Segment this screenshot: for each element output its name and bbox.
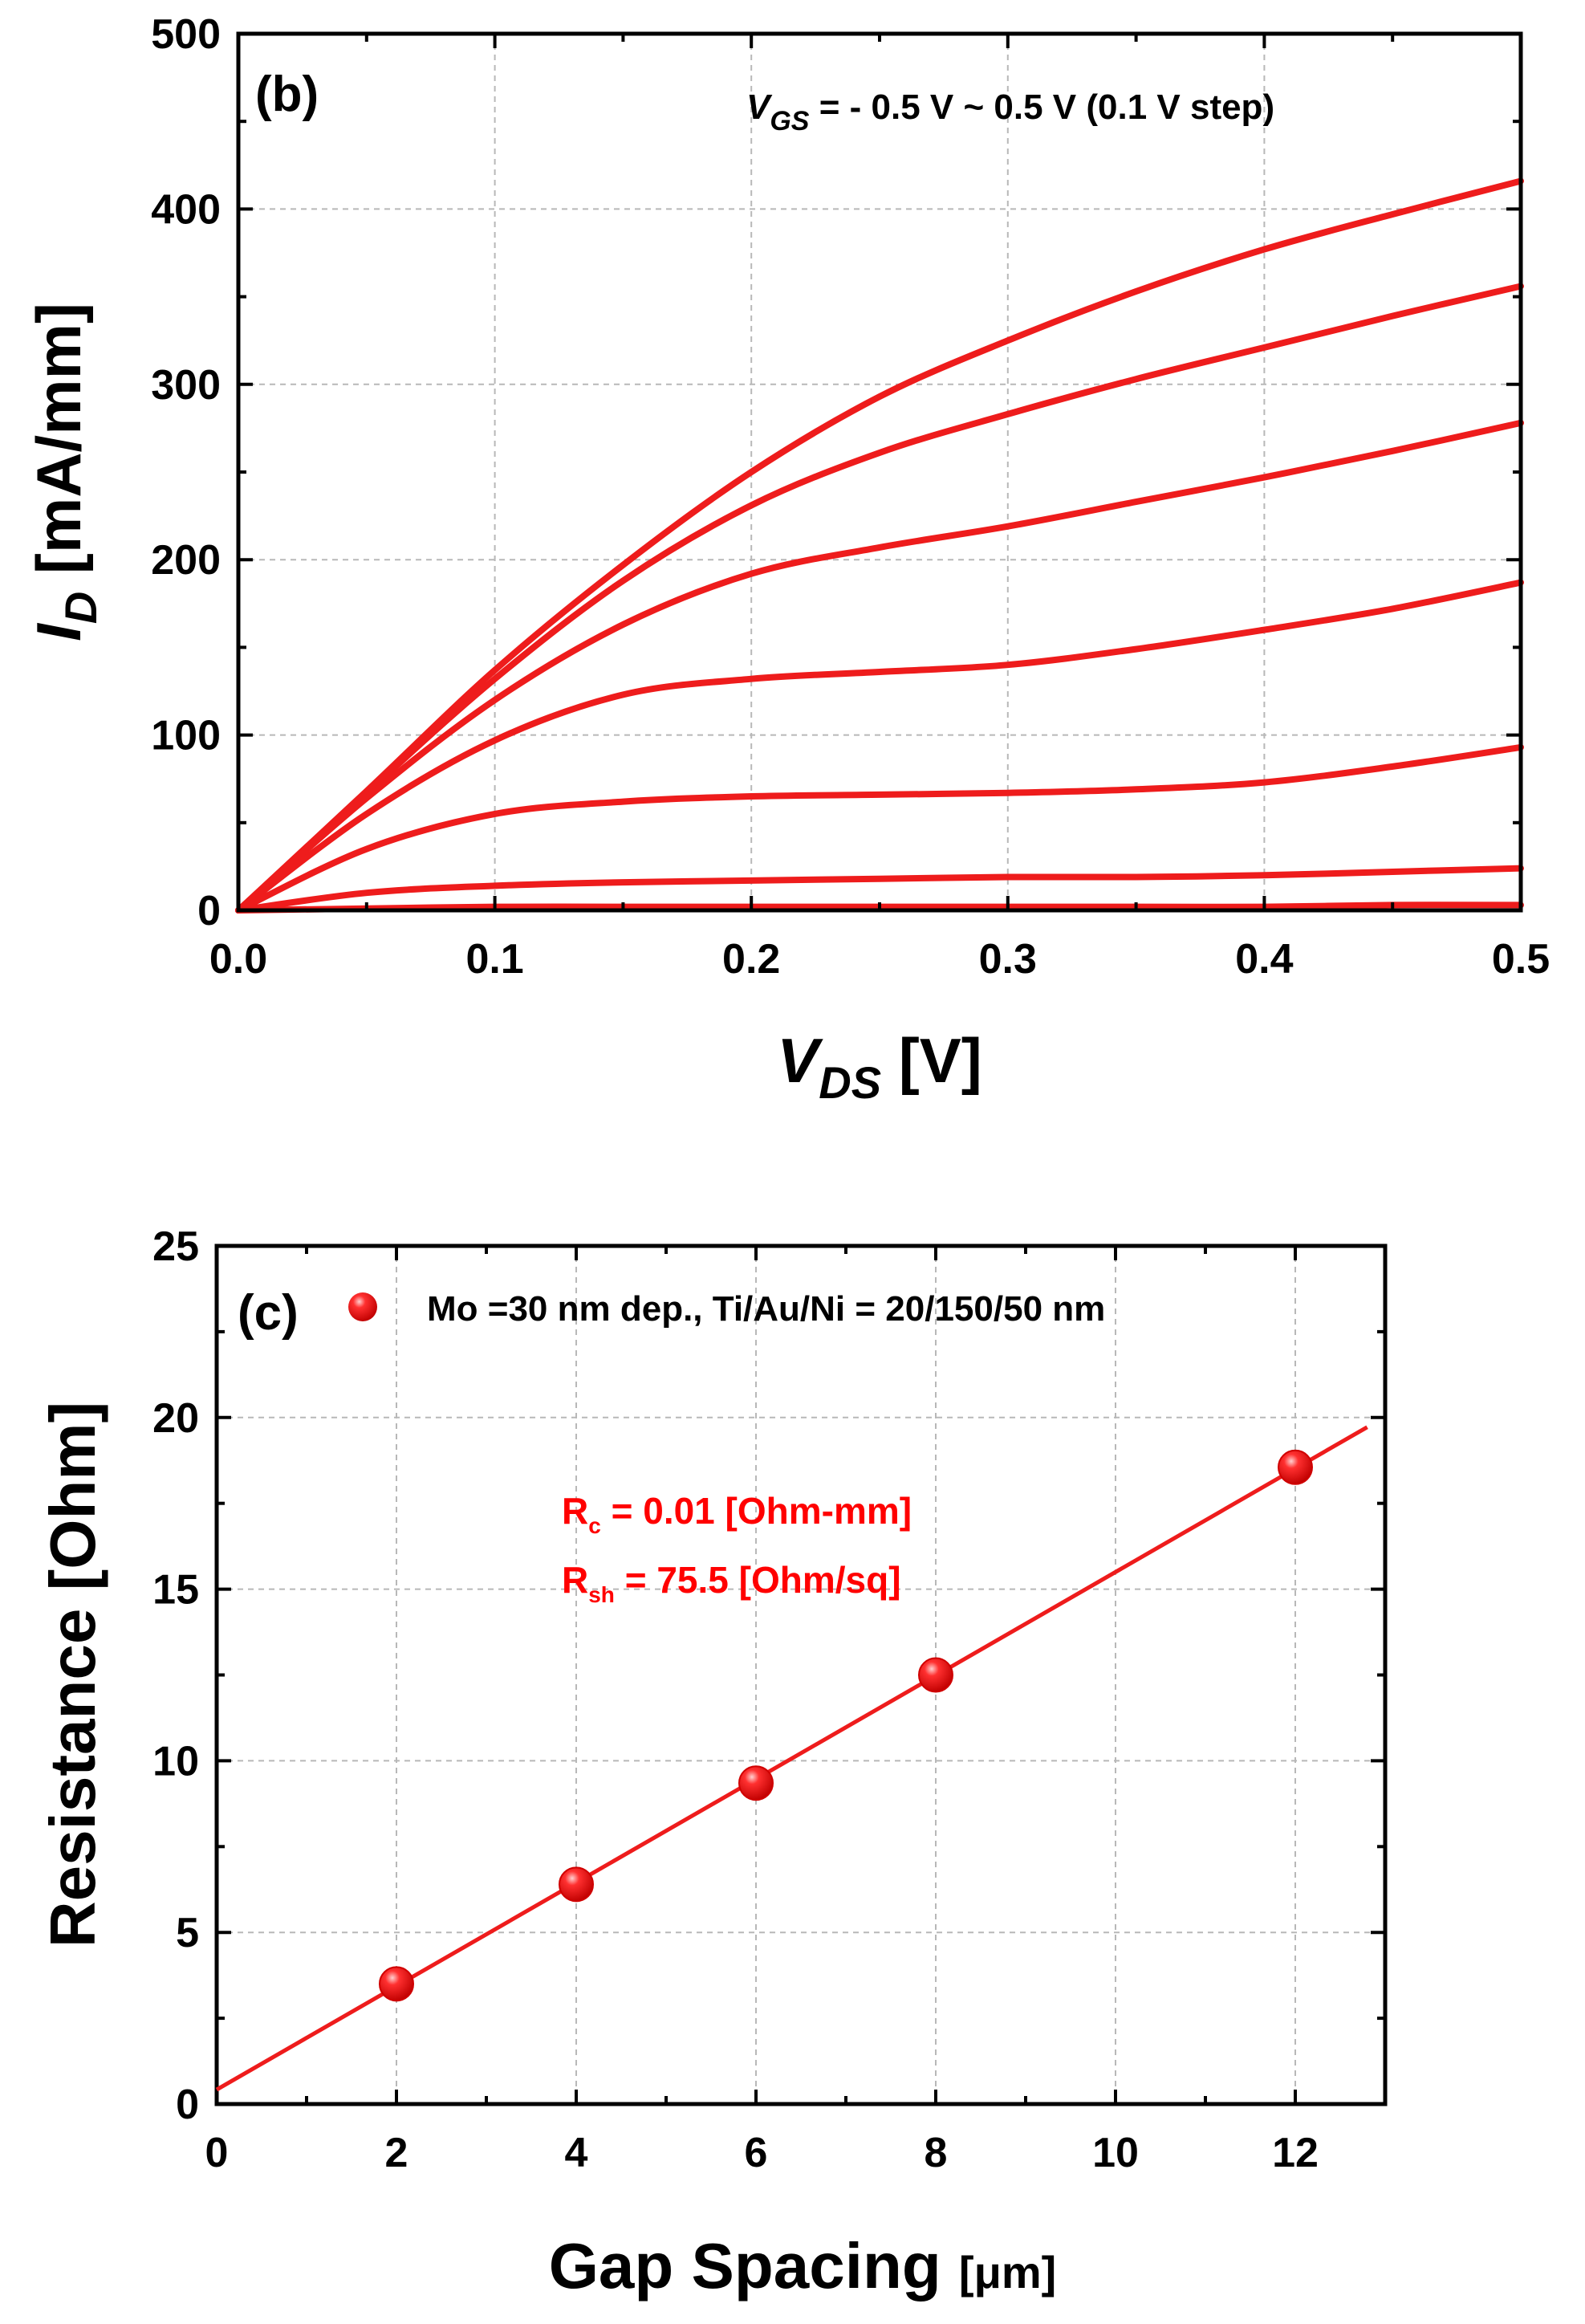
- rc-subscript: c: [588, 1513, 601, 1538]
- panel-c-y-axis-title: Resistance [Ohm]: [37, 1402, 108, 1948]
- c-x-tick-label: 10: [1092, 2130, 1139, 2176]
- c-y-tick-label: 0: [176, 2082, 199, 2128]
- c-x-tick-label: 12: [1272, 2130, 1319, 2176]
- panel-c-ticks: [215, 1244, 1385, 2106]
- b-series-line-2: [235, 419, 1524, 914]
- vgs-range-text: = - 0.5 V ~ 0.5 V (0.1 V step): [809, 88, 1274, 127]
- panel-c-rsh-annotation: Rsh = 75.5 [Ohm/sq]: [562, 1559, 901, 1607]
- vgs-subscript: GS: [770, 106, 809, 136]
- b-y-tick-label: 400: [151, 186, 221, 233]
- vds-symbol: V: [777, 1025, 823, 1096]
- b-x-tick-label: 0.2: [722, 936, 780, 983]
- b-series-line-5: [235, 865, 1524, 914]
- rsh-value: = 75.5 [Ohm/sq]: [615, 1559, 901, 1601]
- rc-value: = 0.01 [Ohm-mm]: [601, 1490, 912, 1532]
- b-x-tick-label: 0.4: [1235, 936, 1293, 983]
- c-y-tick-label: 20: [152, 1395, 199, 1442]
- b-series-line-4: [235, 743, 1524, 914]
- rsh-symbol: R: [562, 1559, 588, 1601]
- panel-b-grid: [238, 34, 1521, 910]
- c-data-point: [559, 1866, 594, 1903]
- b-series-line-1: [235, 283, 1524, 914]
- c-x-tick-label: 6: [745, 2130, 768, 2176]
- panel-b-plot-frame: [236, 31, 1523, 913]
- b-y-tick-label: 200: [151, 537, 221, 584]
- panel-c-label: (c): [238, 1285, 299, 1341]
- panel-b-y-tick-labels: 0 100 200 300 400 500: [151, 11, 221, 934]
- b-x-tick-label: 0.1: [465, 936, 523, 983]
- b-series-line-3: [235, 579, 1524, 914]
- b-y-tick-label: 100: [151, 713, 221, 759]
- c-data-point: [738, 1765, 774, 1801]
- b-x-tick-label: 0.0: [209, 936, 267, 983]
- id-unit: [mA/mm]: [23, 303, 94, 592]
- vds-unit: [V]: [881, 1025, 982, 1096]
- panel-b-curves: [235, 177, 1524, 914]
- vgs-symbol: V: [746, 88, 773, 127]
- panel-b-y-axis-title: ID [mA/mm]: [23, 303, 106, 641]
- b-x-tick-label: 0.5: [1492, 936, 1550, 983]
- c-x-tick-label: 2: [385, 2130, 408, 2176]
- id-subscript: D: [55, 592, 106, 624]
- c-data-point: [918, 1657, 953, 1693]
- panel-c-y-tick-labels: 0 5 10 15 20 25: [152, 1223, 199, 2128]
- c-y-tick-label: 15: [152, 1567, 199, 1614]
- rc-symbol: R: [562, 1490, 588, 1532]
- panel-b-x-tick-labels: 0.0 0.1 0.2 0.3 0.4 0.5: [209, 936, 1550, 983]
- c-y-tick-label: 5: [176, 1910, 199, 1956]
- c-y-tick-label: 10: [152, 1738, 199, 1785]
- panel-b-label: (b): [255, 67, 319, 122]
- c-y-tick-label: 25: [152, 1223, 199, 1270]
- panel-c-grid: [217, 1246, 1385, 2104]
- b-y-tick-label: 0: [197, 888, 221, 934]
- c-x-tick-label: 8: [925, 2130, 948, 2176]
- panel-c-x-axis-title: Gap Spacing [μm]: [549, 2230, 1057, 2302]
- rsh-subscript: sh: [588, 1582, 615, 1607]
- b-x-tick-label: 0.3: [979, 936, 1037, 983]
- gap-spacing-unit: [μm]: [959, 2247, 1056, 2298]
- c-data-point: [379, 1966, 414, 2002]
- panel-c-rc-annotation: Rc = 0.01 [Ohm-mm]: [562, 1490, 912, 1538]
- c-x-tick-label: 4: [565, 2130, 588, 2176]
- c-data-point: [1278, 1449, 1313, 1485]
- vds-subscript: DS: [819, 1057, 881, 1108]
- panel-c-x-tick-labels: 0 2 4 6 8 10 12: [205, 2130, 1319, 2176]
- panel-c-data-points: [379, 1449, 1313, 2002]
- b-y-tick-label: 500: [151, 11, 221, 58]
- b-series-line-0: [235, 177, 1524, 914]
- b-y-tick-label: 300: [151, 362, 221, 409]
- panel-c-legend-text: Mo =30 nm dep., Ti/Au/Ni = 20/150/50 nm: [427, 1289, 1105, 1329]
- c-x-tick-label: 0: [205, 2130, 229, 2176]
- id-symbol: I: [23, 623, 94, 641]
- panel-b-vgs-annotation: VGS = - 0.5 V ~ 0.5 V (0.1 V step): [746, 88, 1274, 136]
- panel-b-ticks: [237, 32, 1522, 912]
- panel-c-legend-marker: [348, 1292, 377, 1321]
- panel-c-tlm-chart: 0 2 4 6 8 10 12 0 5 10 15 20 25 (c) Mo =30 nm dep.,…: [37, 1223, 1388, 2302]
- gap-spacing-label: Gap Spacing: [549, 2230, 959, 2302]
- panel-b-x-axis-title: VDS [V]: [777, 1025, 981, 1108]
